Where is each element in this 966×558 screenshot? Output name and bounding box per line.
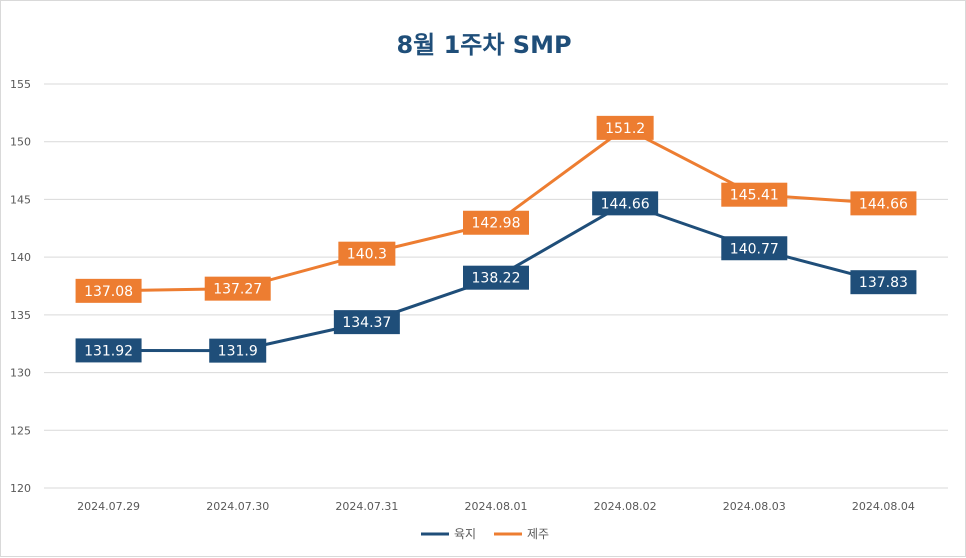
data-label-box [338, 241, 396, 266]
y-tick-label: 145 [10, 193, 31, 206]
gridlines [44, 83, 948, 489]
data-label: 145.41 [721, 182, 788, 207]
data-label-text: 142.98 [472, 216, 521, 232]
data-label-text: 144.66 [859, 196, 908, 212]
data-label-text: 134.37 [342, 315, 391, 331]
x-tick-label: 2024.07.31 [335, 500, 398, 513]
data-label: 142.98 [463, 210, 529, 235]
data-label-box [721, 182, 788, 207]
data-label-box [75, 338, 142, 363]
data-label: 137.83 [850, 270, 917, 295]
data-label-text: 137.83 [859, 275, 908, 291]
data-label-text: 145.41 [730, 188, 779, 204]
x-tick-label: 2024.08.04 [852, 500, 915, 513]
data-label-box [209, 338, 267, 363]
data-label: 144.66 [850, 191, 917, 216]
x-tick-label: 2024.08.01 [465, 500, 528, 513]
legend: 육지 제주 [421, 527, 549, 541]
legend-label: 육지 [454, 527, 476, 541]
data-label-text: 151.2 [605, 121, 645, 137]
data-label: 138.22 [463, 265, 529, 290]
data-label: 140.3 [338, 241, 396, 266]
y-tick-label: 125 [10, 424, 31, 437]
data-label: 134.37 [333, 310, 400, 335]
data-label-text: 140.77 [730, 241, 779, 257]
data-label-box [204, 276, 271, 301]
data-label-text: 140.3 [347, 247, 387, 263]
x-axis-ticks: 2024.07.29 2024.07.30 2024.07.31 2024.08.01… [77, 500, 915, 513]
data-label: 140.77 [721, 236, 788, 261]
x-tick-label: 2024.08.02 [594, 500, 657, 513]
y-tick-label: 150 [10, 136, 31, 149]
data-label-text: 131.9 [218, 344, 258, 360]
data-label-box [721, 236, 788, 261]
y-axis-ticks: 120 125 130 135 140 145 150 155 [10, 78, 31, 495]
data-label: 137.27 [204, 276, 271, 301]
data-label: 151.2 [596, 115, 654, 140]
data-label: 131.9 [209, 338, 267, 363]
data-label-box [850, 191, 917, 216]
y-tick-label: 120 [10, 482, 31, 495]
data-label: 137.08 [75, 278, 142, 303]
data-label-text: 138.22 [472, 271, 521, 287]
chart-title: 8월 1주차 SMP [396, 31, 571, 59]
legend-item: 육지 [421, 527, 476, 541]
y-tick-label: 140 [10, 251, 31, 264]
data-label-box [463, 210, 529, 235]
data-label-box [850, 270, 917, 295]
x-tick-label: 2024.07.29 [77, 500, 140, 513]
y-tick-label: 155 [10, 78, 31, 91]
data-label-text: 131.92 [84, 343, 133, 359]
legend-label: 제주 [527, 527, 549, 541]
y-tick-label: 130 [10, 367, 31, 380]
data-label-text: 137.27 [213, 282, 262, 298]
x-tick-label: 2024.08.03 [723, 500, 786, 513]
data-label-box [75, 278, 142, 303]
legend-item: 제주 [494, 527, 549, 541]
data-label-box [463, 265, 529, 290]
data-label-box [333, 310, 400, 335]
data-label: 131.92 [75, 338, 142, 363]
y-tick-label: 135 [10, 309, 31, 322]
data-label-text: 137.08 [84, 284, 133, 300]
data-label-box [596, 115, 654, 140]
data-label-text: 144.66 [601, 196, 650, 212]
data-label: 144.66 [592, 191, 659, 216]
data-label-box [592, 191, 659, 216]
data-labels: 131.92 131.9 134.37 138.22 144.66 140.77 137.8… [75, 115, 917, 363]
x-tick-label: 2024.07.30 [206, 500, 269, 513]
